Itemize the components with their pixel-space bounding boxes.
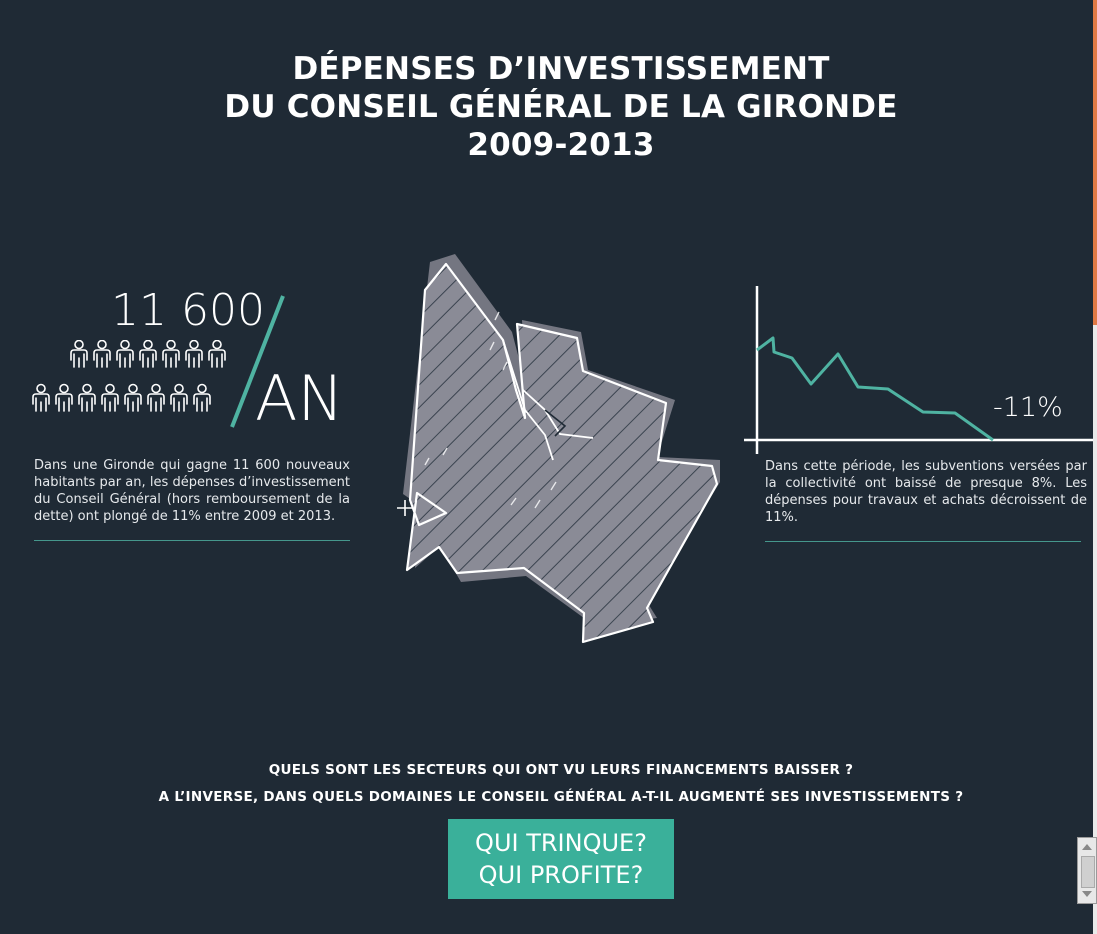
scrollbar[interactable] xyxy=(1077,837,1097,904)
population-growth-number: 11 600 xyxy=(111,285,265,336)
question-1: QUELS SONT LES SECTEURS QUI ONT VU LEURS… xyxy=(268,762,854,778)
gironde-map-illustration xyxy=(397,254,720,644)
cta-line-1: QUI TRINQUE? xyxy=(475,829,647,857)
questions-block: QUELS SONT LES SECTEURS QUI ONT VU LEURS… xyxy=(0,757,1097,811)
title-line-2: DU CONSEIL GÉNÉRAL DE LA GIRONDE xyxy=(224,89,898,125)
people-icon-group xyxy=(32,340,226,412)
left-divider xyxy=(34,540,350,541)
window-edge-accent xyxy=(1093,0,1097,325)
people-row-top xyxy=(70,340,226,368)
qui-trinque-qui-profite-button[interactable]: QUI TRINQUE? QUI PROFITE? xyxy=(448,819,674,899)
slash-divider xyxy=(230,295,285,428)
trend-description: Dans cette période, les subventions vers… xyxy=(765,459,1087,525)
decline-percentage: -11% xyxy=(993,392,1063,423)
population-description: Dans une Gironde qui gagne 11 600 nouvea… xyxy=(34,458,350,524)
title-line-3: 2009-2013 xyxy=(467,127,655,163)
scrollbar-thumb[interactable] xyxy=(1081,856,1095,888)
scroll-up-icon[interactable] xyxy=(1082,844,1092,850)
cta-line-2: QUI PROFITE? xyxy=(478,861,644,889)
per-year-unit: AN xyxy=(255,362,344,435)
right-divider xyxy=(765,541,1081,542)
people-row-bottom xyxy=(32,383,211,412)
title-line-1: DÉPENSES D’INVESTISSEMENT xyxy=(292,51,830,87)
window-edge xyxy=(1093,0,1097,934)
trend-line xyxy=(756,336,994,442)
question-2: A L’INVERSE, DANS QUELS DOMAINES LE CONS… xyxy=(158,789,964,805)
page-title: DÉPENSES D’INVESTISSEMENT DU CONSEIL GÉN… xyxy=(0,50,1097,164)
investment-trend-chart xyxy=(744,286,1095,454)
scroll-down-icon[interactable] xyxy=(1082,891,1092,897)
